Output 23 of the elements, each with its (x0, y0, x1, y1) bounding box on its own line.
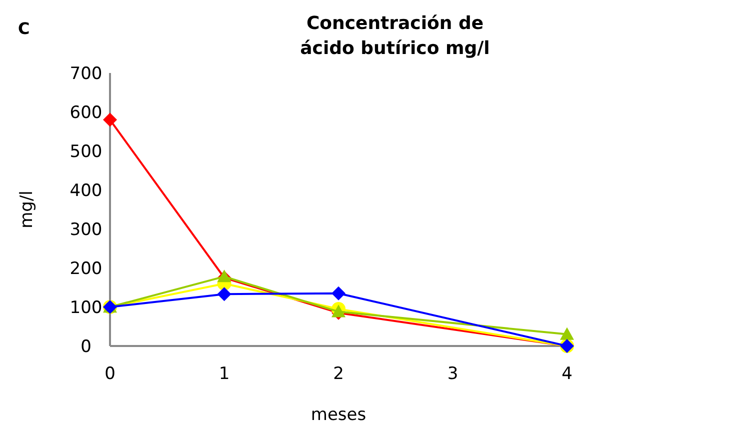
point (332, 286, 346, 300)
x-tick-label: 0 (104, 364, 116, 384)
y-tick-label: 0 (80, 336, 92, 357)
y-tick-label: 400 (70, 180, 102, 201)
point (217, 270, 232, 282)
y-axis-title: mg/l (17, 190, 37, 228)
x-axis-title: meses (310, 405, 366, 425)
y-tick-label: 500 (70, 142, 102, 162)
x-tick-label: 1 (218, 364, 230, 384)
y-tick-label: 100 (70, 298, 102, 318)
y-tick-label: 700 (70, 64, 102, 84)
text: C (18, 19, 30, 38)
x-tick-label: 2 (333, 364, 344, 384)
chart-title: Concentración de ácido butírico mg/l (300, 13, 490, 59)
x-tick-label: 4 (562, 364, 572, 384)
x-tick-label: 3 (447, 364, 458, 384)
y-tick-label: 300 (70, 220, 102, 240)
y-tick-label: 200 (70, 258, 102, 279)
point (560, 327, 574, 340)
point (332, 304, 346, 318)
y-tick-label: 600 (70, 102, 102, 123)
point (217, 287, 232, 302)
point (103, 112, 117, 127)
